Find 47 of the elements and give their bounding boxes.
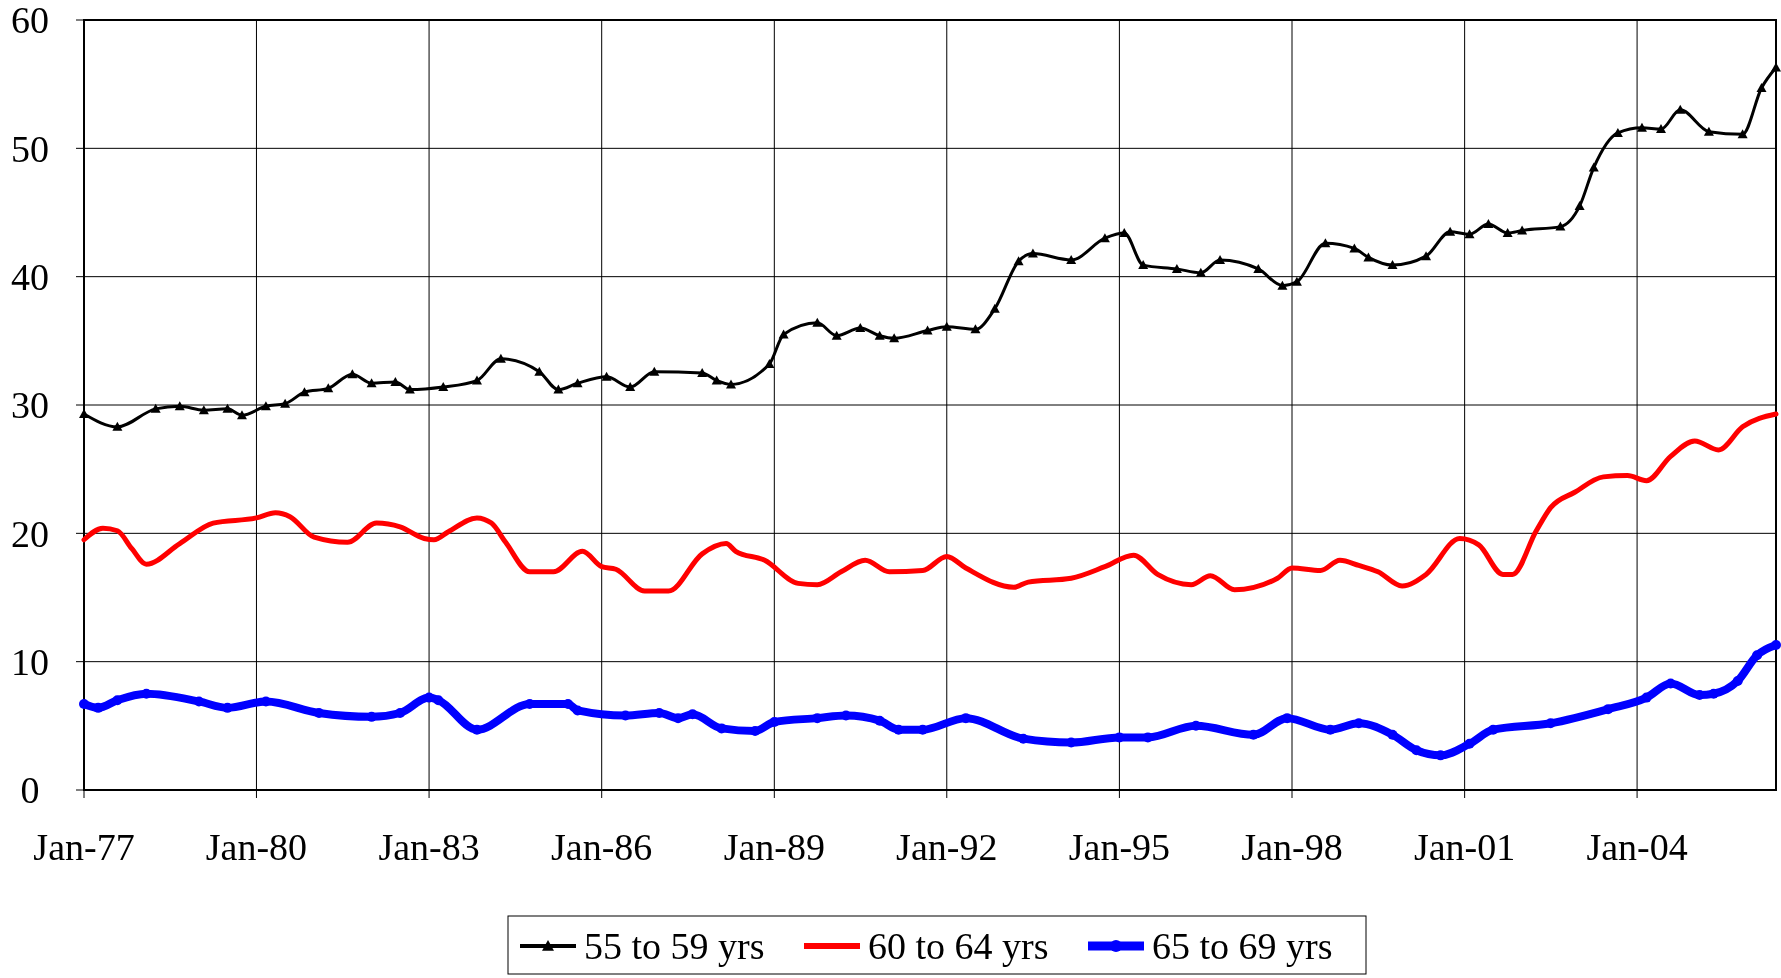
point [1018,733,1029,744]
point [112,695,123,706]
point [1282,713,1293,724]
point [471,724,482,735]
x-tick-label: Jan-89 [723,826,825,868]
point [1387,729,1398,740]
point [1411,745,1422,756]
point [687,709,698,720]
point [716,723,727,734]
x-tick-label: Jan-98 [1241,826,1343,868]
y-tick-label: 20 [11,512,49,555]
point [1771,639,1781,650]
x-tick-label: Jan-80 [205,826,308,868]
point [1488,724,1499,735]
point [960,713,971,724]
x-tick-label: Jan-04 [1586,826,1688,868]
x-tick-label: Jan-83 [378,826,480,868]
y-tick-label: 60 [11,0,49,42]
point [1752,650,1763,661]
point [395,708,406,718]
legend-label: 60 to 64 yrs [868,925,1049,968]
point [193,696,204,707]
point [1732,675,1743,686]
y-tick-label: 30 [11,384,49,427]
point [1708,688,1719,699]
point [79,699,89,710]
point [222,702,233,713]
point [1694,690,1705,701]
y-tick-label: 0 [20,769,40,812]
legend-label: 55 to 59 yrs [584,925,765,968]
x-tick-label: Jan-01 [1413,826,1516,868]
point [433,695,444,706]
y-tick-label: 50 [11,127,49,170]
point [654,708,665,718]
point [1665,678,1676,689]
y-tick-label: 10 [11,640,49,683]
y-tick-label: 40 [11,255,49,298]
point [572,705,583,716]
x-tick-label: Jan-86 [551,826,653,868]
x-tick-label: Jan-95 [1068,826,1171,868]
point [812,713,823,724]
x-tick-label: Jan-77 [33,826,135,868]
point [874,715,885,726]
point [1464,738,1475,749]
point [1641,692,1652,703]
x-tick-label: Jan-92 [896,826,998,868]
legend-label: 65 to 69 yrs [1152,925,1333,968]
